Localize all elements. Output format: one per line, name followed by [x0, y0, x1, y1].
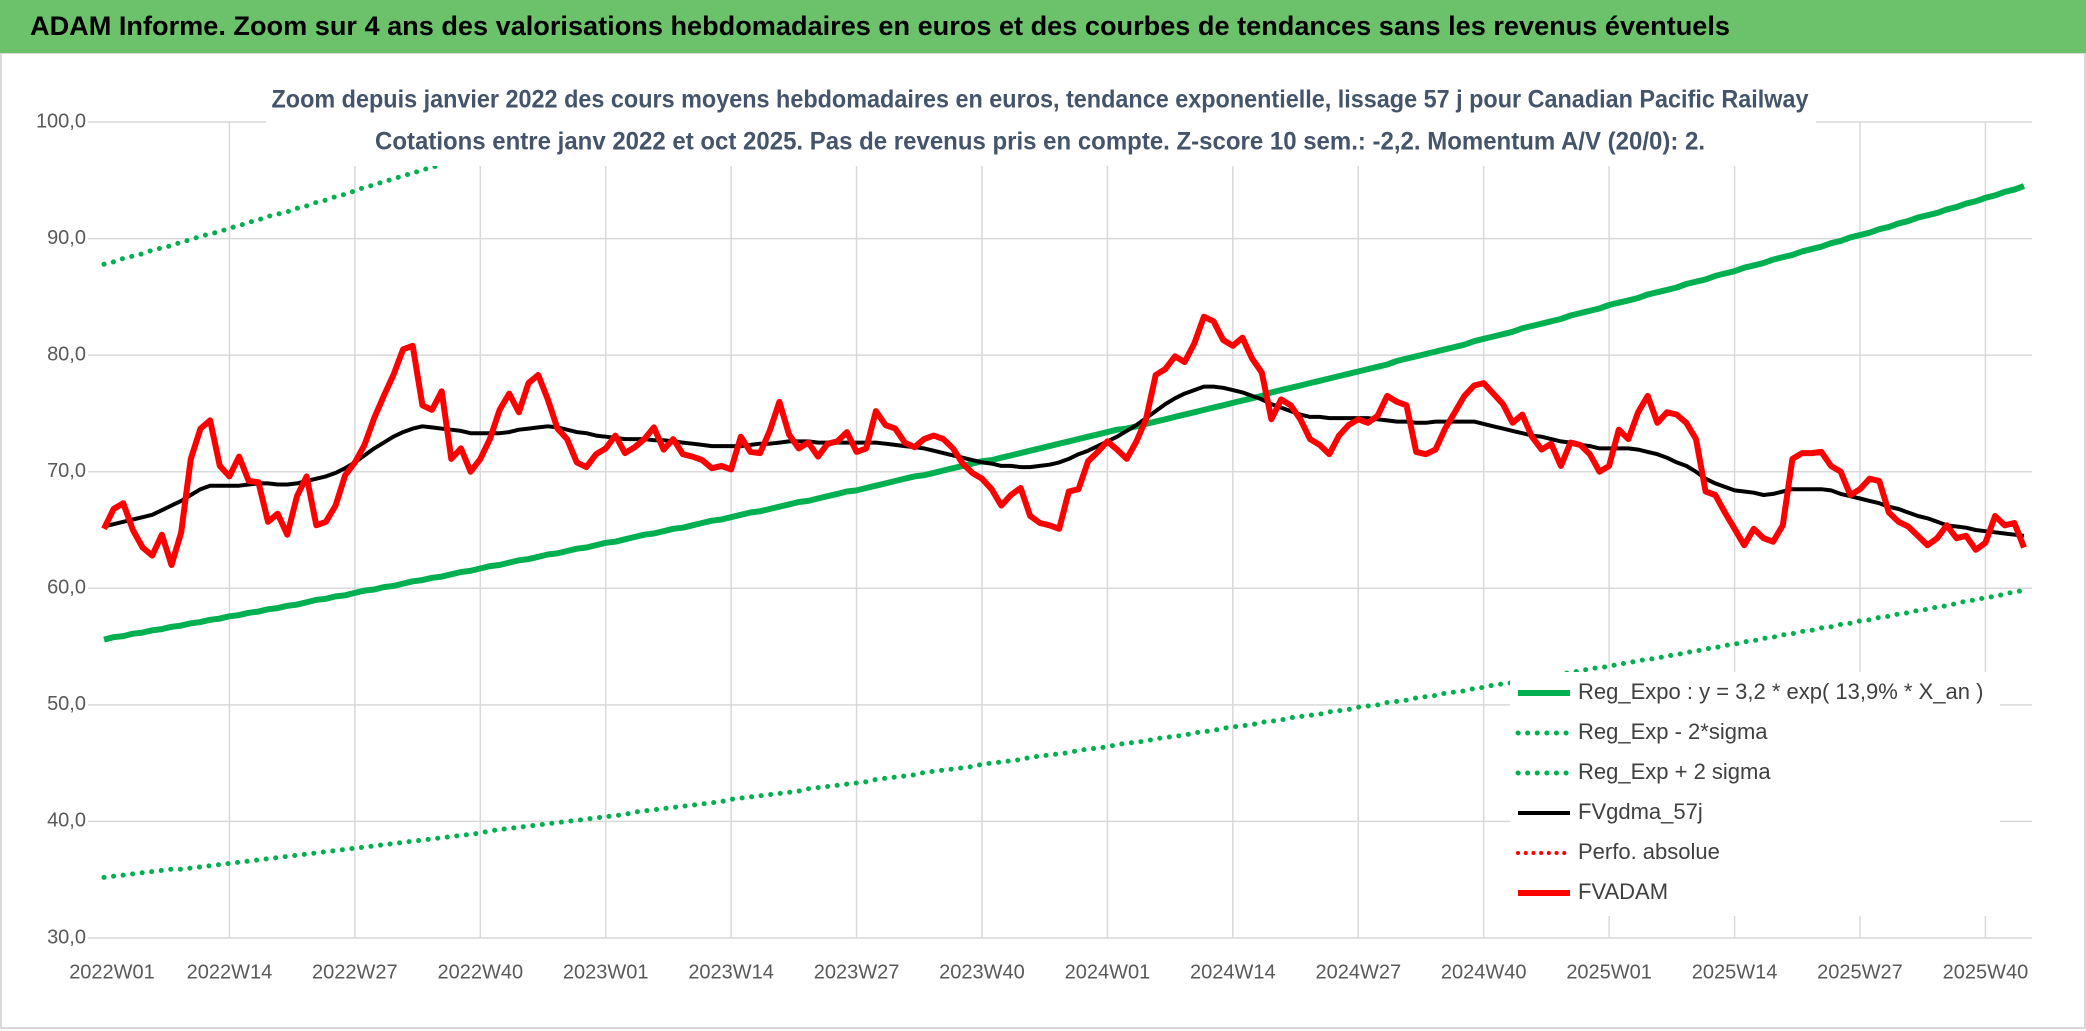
y-tick-label: 100,0: [36, 110, 86, 132]
x-tick-label: 2023W14: [688, 961, 774, 983]
series-line: [101, 122, 585, 267]
legend-label: FVADAM: [1578, 879, 1668, 904]
x-tick-label: 2022W14: [187, 961, 273, 983]
series-line: [103, 183, 2026, 643]
chart-subtitle: Cotations entre janv 2022 et oct 2025. P…: [375, 128, 1705, 156]
y-tick-label: 60,0: [47, 577, 86, 599]
y-tick-label: 90,0: [47, 227, 86, 249]
y-tick-label: 50,0: [47, 693, 86, 715]
y-tick-label: 40,0: [47, 810, 86, 832]
legend-background: [1510, 672, 2000, 916]
x-tick-label: 2025W01: [1566, 961, 1652, 983]
x-tick-label: 2023W27: [814, 961, 900, 983]
subtitle-box: [266, 80, 1816, 166]
x-tick-label: 2023W40: [939, 961, 1025, 983]
legend-label: FVgdma_57j: [1578, 799, 1703, 824]
legend-label: Reg_Expo : y = 3,2 * exp( 13,9% * X_an ): [1578, 679, 1983, 704]
x-tick-label: 2022W27: [312, 961, 398, 983]
legend-label: Perfo. absolue: [1578, 839, 1720, 864]
legend: Reg_Expo : y = 3,2 * exp( 13,9% * X_an )…: [1510, 672, 2000, 916]
legend-label: Reg_Exp + 2 sigma: [1578, 759, 1771, 784]
x-tick-label: 2024W27: [1315, 961, 1401, 983]
x-tick-label: 2024W40: [1441, 961, 1527, 983]
x-tick-label: 2024W01: [1065, 961, 1151, 983]
x-tick-label: 2025W40: [1943, 961, 2029, 983]
x-tick-label: 2022W01: [69, 961, 155, 983]
x-tick-label: 2022W40: [437, 961, 523, 983]
y-tick-label: 70,0: [47, 460, 86, 482]
chart-title: ADAM Informe. Zoom sur 4 ans des valoris…: [30, 11, 1730, 41]
y-tick-label: 80,0: [47, 343, 86, 365]
chart-subtitle: Zoom depuis janvier 2022 des cours moyen…: [272, 86, 1809, 114]
series-line: [101, 313, 2027, 568]
header-bar: [0, 0, 2086, 53]
y-tick-label: 30,0: [47, 926, 86, 948]
plot-lines: [101, 122, 2027, 880]
legend-label: Reg_Exp - 2*sigma: [1578, 719, 1768, 744]
x-tick-label: 2023W01: [563, 961, 649, 983]
series-line: [101, 588, 2027, 880]
x-tick-label: 2024W14: [1190, 961, 1276, 983]
x-tick-label: 2025W27: [1817, 961, 1903, 983]
x-tick-label: 2025W14: [1692, 961, 1778, 983]
